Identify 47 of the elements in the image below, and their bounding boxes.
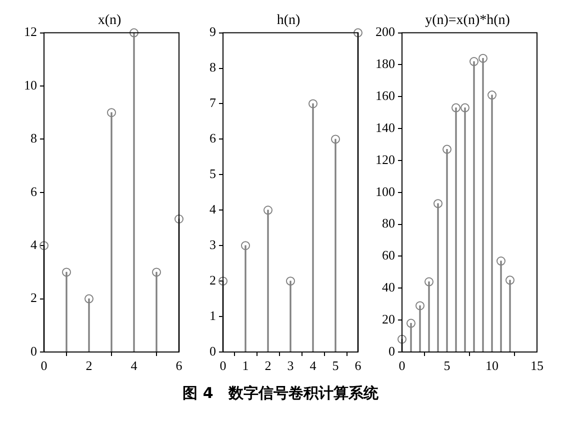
x-tick-label: 4 bbox=[310, 358, 317, 373]
y-tick-label: 0 bbox=[30, 343, 37, 358]
x-tick-label: 5 bbox=[444, 358, 450, 373]
x-tick-label: 15 bbox=[530, 358, 544, 373]
y-tick-label: 160 bbox=[376, 88, 395, 104]
y-tick-label: 6 bbox=[30, 184, 38, 199]
y-tick-label: 200 bbox=[376, 24, 395, 40]
x-tick-label: 6 bbox=[176, 358, 183, 373]
y-tick-label: 0 bbox=[388, 343, 395, 358]
y-tick-label: 20 bbox=[382, 312, 395, 326]
x-tick-label: 1 bbox=[242, 358, 249, 373]
chart-title: y(n)=x(n)*h(n) bbox=[425, 13, 510, 28]
x-tick-label: 0 bbox=[220, 358, 226, 373]
chart-title: x(n) bbox=[98, 13, 122, 28]
y-tick-label: 2 bbox=[210, 272, 216, 288]
x-tick-label: 0 bbox=[398, 358, 406, 373]
x-tick-label: 5 bbox=[332, 358, 339, 373]
caption: 图 4 数字信号卷积计算系统 bbox=[182, 384, 380, 403]
y-tick-label: 12 bbox=[24, 24, 37, 40]
y-tick-label: 100 bbox=[376, 184, 395, 199]
y-tick-label: 2 bbox=[30, 290, 37, 306]
y-tick-label: 60 bbox=[382, 248, 395, 263]
chart-title: h(n) bbox=[276, 13, 300, 28]
y-tick-label: 3 bbox=[210, 237, 216, 252]
x-tick-label: 6 bbox=[354, 358, 362, 373]
y-tick-label: 4 bbox=[210, 202, 216, 217]
y-tick-label: 5 bbox=[210, 166, 216, 182]
y-tick-label: 9 bbox=[210, 24, 216, 40]
x-tick-label: 10 bbox=[486, 358, 498, 373]
y-tick-label: 120 bbox=[376, 152, 395, 167]
y-tick-label: 8 bbox=[210, 60, 216, 75]
y-tick-label: 0 bbox=[210, 343, 216, 358]
y-tick-label: 10 bbox=[24, 77, 37, 92]
y-tick-label: 4 bbox=[30, 237, 38, 252]
y-tick-label: 1 bbox=[210, 308, 216, 323]
y-tick-label: 180 bbox=[376, 56, 395, 72]
y-tick-label: 6 bbox=[210, 130, 216, 146]
y-tick-label: 140 bbox=[376, 120, 395, 135]
y-tick-label: 80 bbox=[382, 216, 395, 231]
x-tick-label: 3 bbox=[287, 358, 294, 373]
x-tick-label: 2 bbox=[264, 358, 272, 373]
y-tick-label: 8 bbox=[30, 130, 37, 146]
y-tick-label: 7 bbox=[210, 95, 216, 110]
y-tick-label: 40 bbox=[382, 280, 395, 295]
x-tick-label: 2 bbox=[86, 358, 92, 373]
x-tick-label: 0 bbox=[40, 358, 48, 373]
x-tick-label: 4 bbox=[130, 358, 138, 373]
